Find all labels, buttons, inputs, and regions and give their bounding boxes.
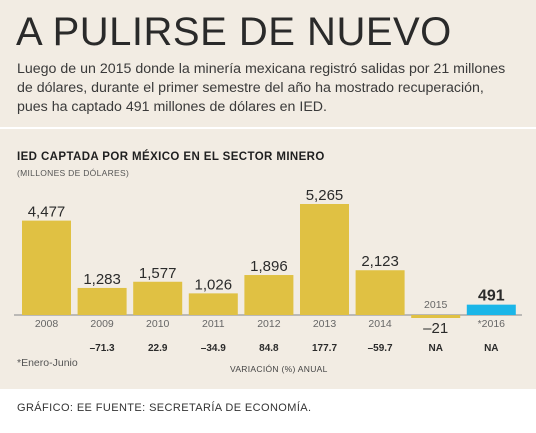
variation-value: 177.7 [312, 343, 337, 354]
value-label: 5,265 [306, 187, 344, 204]
category-label: 2008 [35, 318, 59, 330]
variation-value: –71.3 [90, 343, 115, 354]
category-label: 2010 [146, 318, 170, 330]
variation-value: 22.9 [148, 343, 168, 354]
category-label: 2013 [313, 318, 337, 330]
page-title: A PULIRSE DE NUEVO [16, 10, 452, 54]
value-label: –21 [423, 320, 448, 337]
footer-bar [0, 389, 536, 433]
category-label: 2014 [368, 318, 392, 330]
value-label: 1,283 [83, 271, 121, 288]
source-credit: GRÁFICO: EE FUENTE: SECRETARÍA DE ECONOM… [17, 402, 312, 414]
value-label: 4,477 [28, 204, 66, 221]
value-label: 1,896 [250, 258, 288, 275]
bar-2008 [22, 220, 71, 315]
variation-value: –59.7 [368, 343, 393, 354]
variation-value: NA [428, 343, 442, 354]
variation-value: 84.8 [259, 343, 279, 354]
intro-paragraph: Luego de un 2015 donde la minería mexica… [17, 61, 506, 115]
category-label: 2009 [90, 318, 114, 330]
category-label: 2012 [257, 318, 281, 330]
bar-2014 [355, 270, 405, 315]
bar-2013 [300, 204, 349, 315]
bar-2011 [188, 293, 238, 315]
category-label: 2011 [202, 318, 225, 330]
footnote: *Enero-Junio [17, 357, 78, 369]
bar-*2016 [466, 304, 516, 315]
category-label: *2016 [478, 318, 506, 330]
variation-value: NA [484, 343, 498, 354]
variation-label: VARIACIÓN (%) ANUAL [230, 364, 328, 374]
chart-title: IED CAPTADA POR MÉXICO EN EL SECTOR MINE… [17, 151, 325, 163]
value-label: 2,123 [361, 253, 399, 270]
bar-2015 [411, 315, 461, 318]
divider [0, 127, 536, 129]
value-label: 1,577 [139, 265, 177, 282]
category-label: 2015 [424, 299, 448, 311]
variation-value: –34.9 [201, 343, 226, 354]
value-label: 491 [478, 288, 505, 305]
bar-2009 [77, 287, 127, 315]
chart-units: (MILLONES DE DÓLARES) [17, 168, 130, 178]
value-label: 1,026 [195, 276, 233, 293]
bar-2012 [244, 275, 294, 315]
bar-2010 [133, 281, 183, 315]
